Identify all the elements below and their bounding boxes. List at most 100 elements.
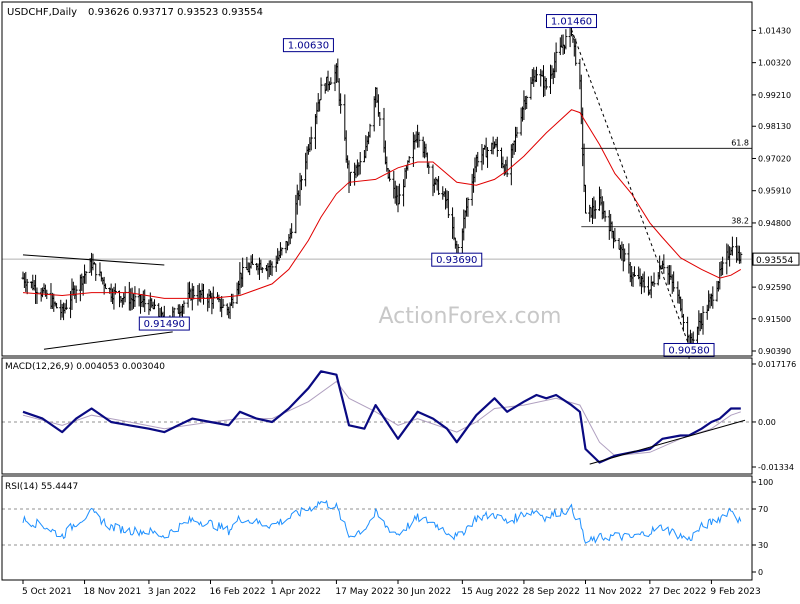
rsi-title: RSI(14) 55.4447 <box>5 482 78 492</box>
price-bar <box>339 93 343 114</box>
price-bar <box>437 175 441 196</box>
price-bar <box>603 210 607 222</box>
price-bar <box>623 248 627 262</box>
price-y-tick-label: 1.01430 <box>758 26 791 35</box>
annotations-layer: 61.8 38.2 1.00630 1.01460 0.93690 0.91490 0.90… <box>22 14 752 465</box>
x-tick-label: 27 Dec 2022 <box>649 587 707 597</box>
price-bar <box>525 95 529 110</box>
price-bar <box>397 183 401 205</box>
macd-main-line <box>22 370 741 464</box>
price-bar <box>613 227 617 243</box>
price-y-tick-label: 0.95910 <box>758 187 791 196</box>
macd-title: MACD(12,26,9) 0.004053 0.003040 <box>5 362 165 372</box>
x-tick-label: 5 Oct 2021 <box>22 587 72 597</box>
price-bar <box>632 266 636 277</box>
price-bar <box>172 307 176 317</box>
x-tick-label: 30 Jun 2022 <box>397 587 451 597</box>
macd-y-tick-label: 0.00 <box>758 418 776 427</box>
price-bar <box>711 286 715 309</box>
price-bar <box>182 300 186 314</box>
rsi-y-tick-label: 30 <box>758 541 768 550</box>
price-bar <box>672 271 676 292</box>
price-bar <box>153 299 157 310</box>
price-bar <box>427 162 431 174</box>
price-bar <box>495 136 499 157</box>
price-bar <box>446 191 450 218</box>
price-bar <box>574 38 578 66</box>
x-tick-label: 3 Jan 2022 <box>148 587 196 597</box>
price-bar <box>642 271 646 293</box>
price-bar <box>730 236 734 256</box>
price-y-tick-label: 0.99210 <box>758 91 791 100</box>
price-bar <box>583 184 587 214</box>
price-bar <box>84 270 88 284</box>
price-bar <box>270 261 274 276</box>
price-bar <box>241 257 245 287</box>
price-bar <box>378 112 382 127</box>
symbol-timeframe-label: USDCHF,Daily <box>7 7 77 18</box>
price-bar <box>358 151 362 175</box>
price-bar <box>55 302 59 309</box>
price-y-tick-label: 0.91500 <box>758 315 791 324</box>
price-bar <box>143 289 147 313</box>
price-bar <box>739 252 743 264</box>
price-bar <box>221 298 225 308</box>
price-label-box <box>138 316 190 331</box>
price-y-tick-label: 0.90390 <box>758 347 791 356</box>
x-tick-label: 11 Nov 2022 <box>584 587 642 597</box>
price-label-text: 0.91490 <box>144 319 185 330</box>
price-bar <box>515 126 519 138</box>
x-tick-label: 1 Apr 2022 <box>271 587 321 597</box>
x-tick-label: 18 Nov 2021 <box>84 587 142 597</box>
price-label-text: 0.90580 <box>668 345 709 356</box>
price-trendline <box>22 254 165 266</box>
price-y-tick-label: 0.97020 <box>758 154 791 163</box>
price-y-tick-label: 0.98130 <box>758 122 791 131</box>
grid-layer <box>2 258 752 546</box>
price-bar <box>250 254 254 265</box>
price-label-text: 0.93690 <box>436 255 477 266</box>
price-bar <box>564 29 568 50</box>
rsi-y-tick-label: 100 <box>758 478 773 487</box>
price-label-box <box>282 38 334 53</box>
price-bar <box>94 263 98 281</box>
price-bar <box>407 156 411 163</box>
rsi-y-tick-label: 70 <box>758 505 768 514</box>
price-bar <box>721 256 725 276</box>
macd-signal-line <box>22 380 741 457</box>
price-trendline <box>43 331 173 350</box>
macd-y-tick-label: 0.017176 <box>758 360 796 369</box>
price-bar <box>544 77 548 90</box>
price-bar <box>476 151 480 167</box>
rsi-panel-border <box>1 475 753 581</box>
price-bar <box>192 285 196 300</box>
price-bar <box>662 254 666 274</box>
indicator-lines-layer <box>22 109 742 544</box>
price-y-tick-label: 0.92590 <box>758 283 791 292</box>
x-tick-label: 17 May 2022 <box>335 587 394 597</box>
macd-trendline <box>589 419 746 465</box>
price-bar <box>260 267 264 273</box>
x-tick-label: 9 Feb 2023 <box>710 587 760 597</box>
price-bar <box>486 147 490 168</box>
price-bar <box>681 313 685 332</box>
price-label-text: 1.01460 <box>551 17 592 28</box>
price-bar <box>35 287 39 304</box>
fib-level-label: 38.2 <box>731 217 749 226</box>
price-bar <box>309 126 313 151</box>
price-label-box <box>431 252 483 267</box>
price-label-box <box>545 14 597 29</box>
projection-dashed-line <box>571 29 690 346</box>
price-bar <box>25 278 29 295</box>
price-bar <box>417 131 421 148</box>
macd-y-tick-label: -0.01334 <box>758 463 794 472</box>
price-bar <box>505 156 509 178</box>
price-bar <box>299 175 303 191</box>
price-bar <box>329 77 333 85</box>
macd-panel-border <box>1 357 753 475</box>
price-bar <box>652 272 656 288</box>
price-bar <box>701 306 705 335</box>
